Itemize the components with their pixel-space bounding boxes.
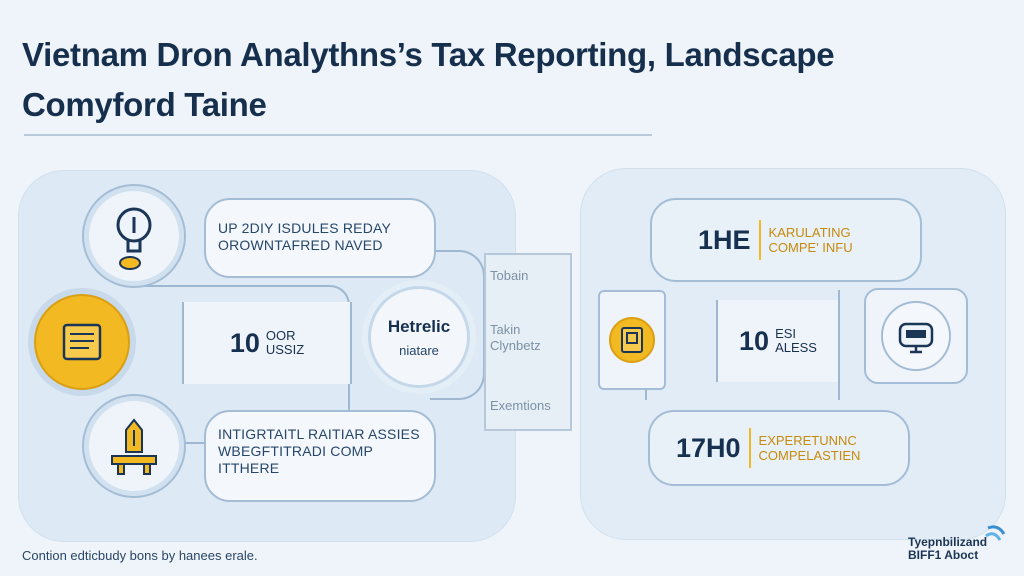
logo-icon	[985, 525, 1006, 541]
right-number-label: ESI ALESS	[775, 326, 817, 355]
right-top-box: 1HE KARULATING COMPE' INFU	[650, 198, 922, 282]
center-circle-title: Hetrelic	[387, 316, 451, 336]
robot-circle	[881, 301, 951, 371]
left-number: 10	[229, 327, 260, 358]
column-label-1: Tobain	[490, 268, 529, 283]
right-top-number: 1HE	[698, 224, 751, 255]
footer-note: Contion edticbudy bons by hanees erale.	[22, 548, 258, 563]
right-left-square	[598, 290, 666, 390]
center-column	[484, 253, 572, 431]
left-number-label: OOR USSIZ	[265, 328, 305, 357]
left-top-bubble: UP 2DIY ISDULES REDAY OROWNTAFRED NAVED	[204, 198, 436, 278]
right-number: 10	[739, 325, 770, 356]
left-bottom-bubble: INTIGRTAITL RAITIAR ASSIES WBEGFTITRADI …	[204, 410, 436, 502]
lightbulb-circle	[82, 184, 186, 288]
robot-monitor-icon	[898, 322, 934, 354]
document-icon	[621, 327, 643, 353]
right-bottom-number: 17H0	[676, 432, 741, 463]
bridge-circle	[82, 394, 186, 498]
column-label-3: Exemtions	[490, 398, 551, 413]
logo-text: Tyepnbilizand BIFF1 Aboct	[908, 535, 988, 562]
lightbulb-icon	[116, 207, 152, 270]
right-top-label: KARULATING COMPE' INFU	[768, 225, 853, 255]
right-number-box: 10 ESI ALESS	[716, 300, 840, 382]
left-bottom-bubble-text: INTIGRTAITL RAITIAR ASSIES WBEGFTITRADI …	[218, 426, 420, 476]
right-bottom-divider	[748, 428, 751, 468]
right-document-circle	[609, 317, 655, 363]
right-bottom-label: EXPERETUNNC COMPELASTIEN	[758, 433, 861, 463]
center-circle-subtitle: niatare	[399, 342, 439, 358]
title-line-2: Comyford Taine	[22, 86, 267, 123]
bridge-icon	[111, 418, 157, 475]
left-top-bubble-text: UP 2DIY ISDULES REDAY OROWNTAFRED NAVED	[218, 220, 392, 253]
page-title: Vietnam Dron Analythns’s Tax Reporting, …	[22, 30, 982, 130]
title-line-1: Vietnam Dron Analythns’s Tax Reporting, …	[22, 36, 835, 73]
left-number-box: 10 OOR USSIZ	[182, 302, 352, 384]
title-divider	[24, 134, 652, 136]
center-circle: Hetrelic niatare	[368, 286, 470, 388]
right-top-divider	[758, 220, 761, 260]
right-right-square	[864, 288, 968, 384]
document-circle	[34, 294, 130, 390]
right-bottom-box: 17H0 EXPERETUNNC COMPELASTIEN	[648, 410, 910, 486]
document-icon	[62, 323, 102, 361]
column-label-2: Takin Clynbetz	[490, 322, 541, 353]
